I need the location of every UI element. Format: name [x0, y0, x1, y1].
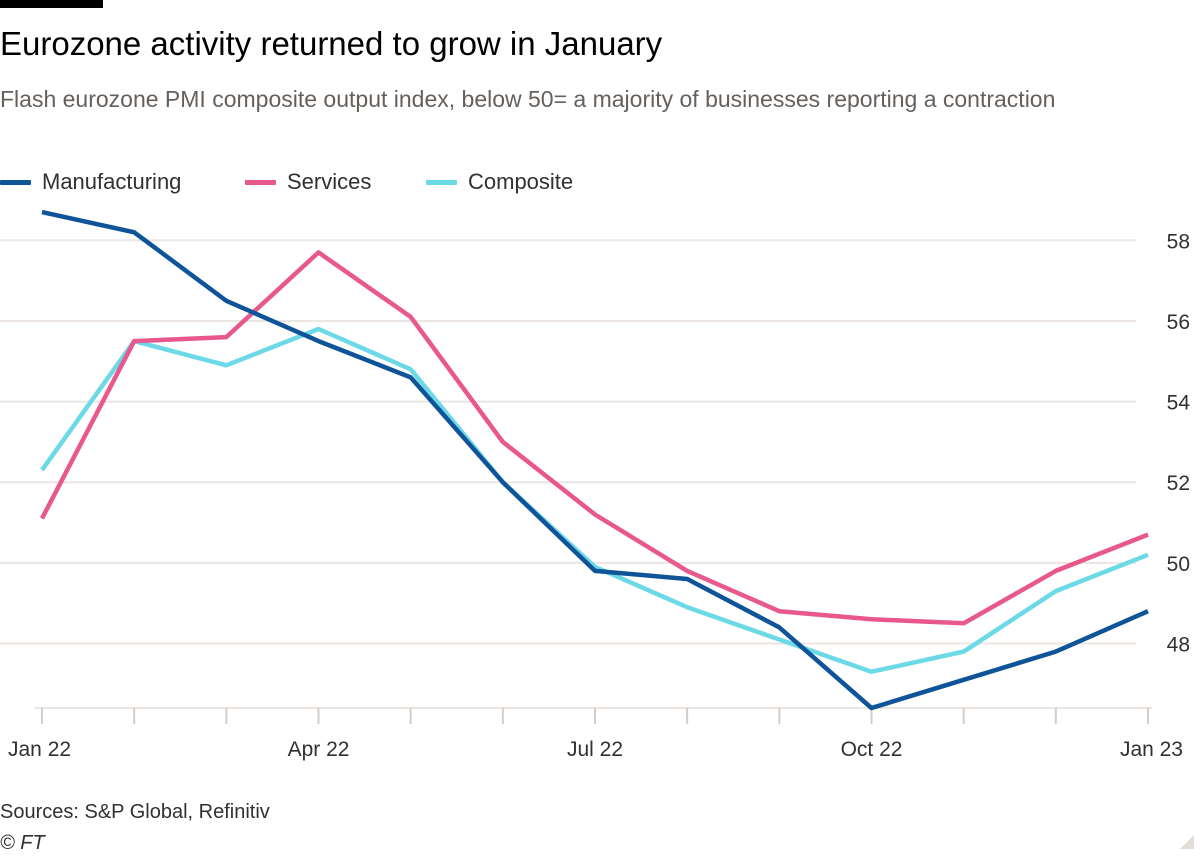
- chart-subtitle: Flash eurozone PMI composite output inde…: [0, 86, 1056, 112]
- series-line-composite: [40, 326, 1149, 674]
- x-tick-label-0: Jan 22: [8, 738, 71, 761]
- y-tick-label-56: 56: [1167, 311, 1190, 334]
- legend-label-manufacturing: Manufacturing: [42, 169, 182, 194]
- brand-bar: [0, 0, 103, 8]
- x-tick-label-12: Jan 23: [1120, 738, 1183, 761]
- series-line-manufacturing: [41, 209, 1149, 711]
- legend-label-services: Services: [287, 169, 372, 194]
- grid-lines: [0, 239, 1136, 645]
- series-lines: [40, 209, 1149, 711]
- x-axis: [35, 707, 1152, 724]
- legend-swatch-manufacturing: [0, 179, 31, 185]
- x-tick-label-3: Apr 22: [288, 738, 350, 761]
- line-chart: 48 50 52 54 56 58 Jan 22 Apr 22 Jul 22 Oct 22 Jan …: [0, 209, 1190, 761]
- resize-corner-mark: [1180, 835, 1194, 849]
- legend-swatch-services: [245, 179, 276, 185]
- y-tick-label-58: 58: [1167, 230, 1190, 253]
- legend: Manufacturing Services Composite: [0, 166, 1190, 198]
- legend-swatch-composite: [426, 179, 457, 185]
- source-note: Sources: S&P Global, Refinitiv: [0, 801, 270, 823]
- copyright-note: © FT: [0, 832, 45, 854]
- chart-title: Eurozone activity returned to grow in Ja…: [0, 25, 663, 62]
- legend-item-composite: Composite: [426, 166, 573, 198]
- y-tick-label-50: 50: [1167, 553, 1190, 576]
- legend-item-services: Services: [245, 166, 371, 198]
- y-tick-label-48: 48: [1167, 633, 1190, 656]
- x-tick-label-6: Jul 22: [567, 738, 623, 761]
- x-tick-label-9: Oct 22: [841, 738, 903, 761]
- tick-labels: 48 50 52 54 56 58 Jan 22 Apr 22 Jul 22 Oct 22 Jan …: [8, 230, 1190, 761]
- legend-item-manufacturing: Manufacturing: [0, 166, 181, 198]
- series-line-services: [40, 250, 1149, 626]
- y-tick-label-54: 54: [1167, 392, 1191, 415]
- y-tick-label-52: 52: [1167, 472, 1190, 495]
- legend-label-composite: Composite: [468, 169, 574, 194]
